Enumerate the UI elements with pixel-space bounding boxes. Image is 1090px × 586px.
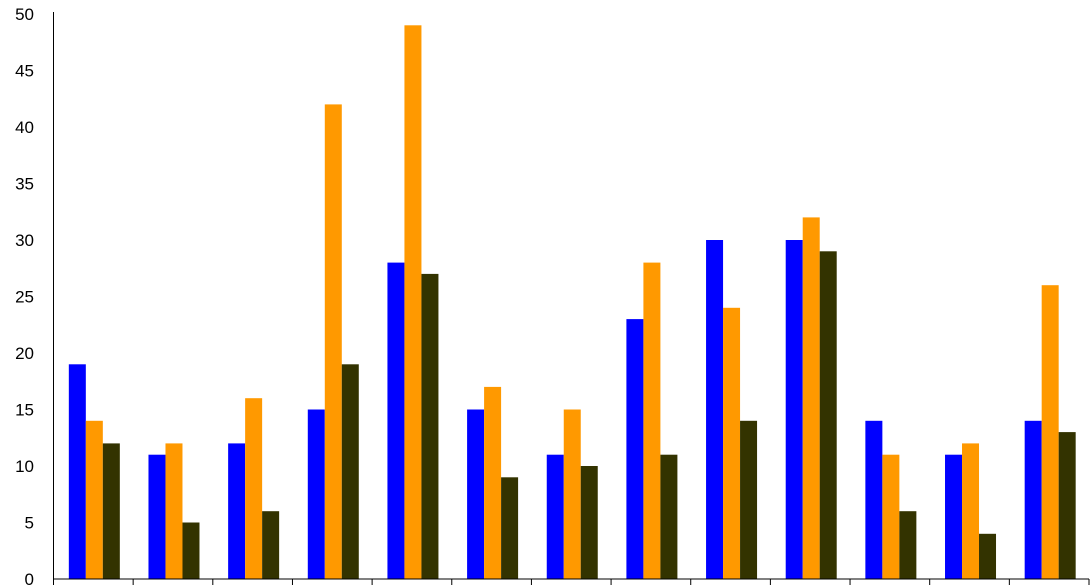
bar-series-2-category-1 [85, 420, 103, 579]
bar-series-3-category-7 [580, 466, 598, 579]
y-tick-label: 10 [15, 457, 34, 476]
bar-series-2-category-10 [802, 217, 820, 579]
bar-series-3-category-5 [421, 273, 439, 579]
bar-series-group [68, 25, 1076, 580]
y-tick-label: 35 [15, 175, 34, 194]
bar-series-1-category-9 [706, 240, 724, 579]
bar-series-1-category-7 [546, 454, 564, 579]
bar-series-3-category-3 [262, 511, 280, 579]
bar-series-2-category-4 [324, 104, 342, 580]
bar-series-1-category-5 [387, 262, 405, 579]
bar-series-1-category-2 [148, 454, 166, 579]
bar-series-3-category-11 [899, 511, 917, 579]
bar-series-1-category-11 [865, 420, 883, 579]
bar-series-3-category-9 [740, 420, 758, 579]
bar-series-1-category-3 [228, 443, 246, 579]
y-axis-tick-labels: 0 5 10 15 20 25 30 35 40 45 50 [15, 5, 34, 586]
y-tick-label: 40 [15, 118, 34, 137]
y-tick-label: 25 [15, 288, 34, 307]
bar-series-1-category-13 [1024, 420, 1042, 579]
bar-series-2-category-8 [643, 262, 661, 579]
x-axis-tick-marks [53, 579, 1090, 585]
bar-series-2-category-9 [723, 307, 741, 579]
bar-series-1-category-12 [945, 454, 963, 579]
bar-series-3-category-2 [182, 522, 200, 579]
bar-series-2-category-12 [962, 443, 980, 579]
bar-series-3-category-13 [1058, 432, 1076, 579]
bar-series-3-category-12 [979, 533, 997, 579]
y-tick-label: 50 [15, 5, 34, 24]
y-tick-label: 15 [15, 401, 34, 420]
y-tick-label: 0 [25, 570, 34, 586]
bar-series-2-category-13 [1041, 285, 1059, 579]
bar-series-2-category-7 [563, 409, 581, 579]
bar-series-2-category-6 [484, 386, 502, 579]
bar-series-3-category-1 [102, 443, 120, 579]
bar-series-3-category-8 [660, 454, 678, 579]
y-tick-label: 30 [15, 231, 34, 250]
bar-series-1-category-6 [467, 409, 485, 579]
bar-series-3-category-4 [341, 364, 359, 579]
y-tick-label: 45 [15, 62, 34, 81]
bar-series-2-category-3 [245, 398, 263, 579]
bar-series-1-category-1 [68, 364, 86, 579]
bar-series-2-category-11 [882, 454, 900, 579]
bar-series-2-category-5 [404, 25, 422, 580]
y-tick-label: 20 [15, 344, 34, 363]
bar-series-1-category-8 [626, 319, 644, 579]
bar-series-3-category-10 [819, 251, 837, 580]
y-tick-label: 5 [25, 514, 34, 533]
bar-series-1-category-4 [307, 409, 325, 579]
bar-series-3-category-6 [501, 477, 519, 579]
bar-series-1-category-10 [785, 240, 803, 579]
bar-series-2-category-2 [165, 443, 183, 579]
